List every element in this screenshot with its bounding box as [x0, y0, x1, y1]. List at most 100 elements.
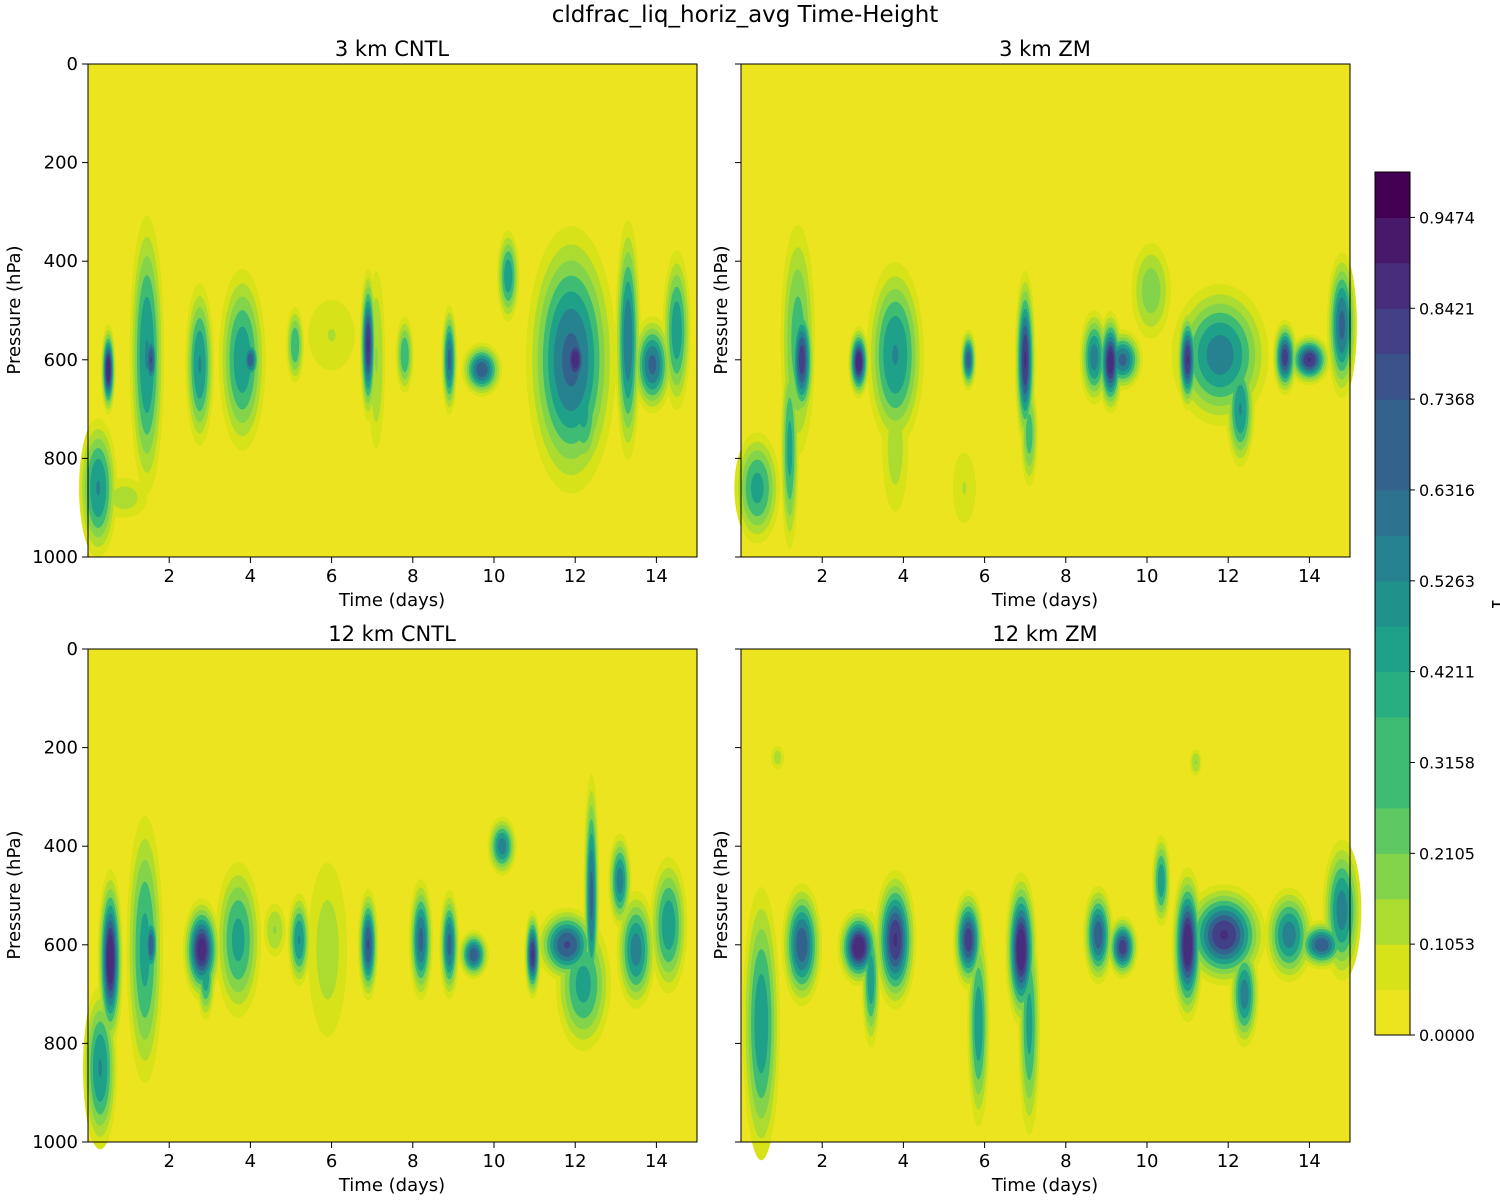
colorbar-segment: [1375, 217, 1410, 264]
cloud-contour: [290, 327, 300, 363]
colorbar-tick-label: 0.2105: [1419, 844, 1475, 863]
plot-frame: [740, 63, 1351, 558]
x-tick-label: 12: [564, 566, 587, 587]
x-tick-label: 2: [816, 566, 827, 587]
field-background: [88, 649, 697, 1142]
cloud-contour: [316, 899, 339, 1000]
panel-3km-cntl: 3 km CNTL 2 4 6 8 10 12 14 0 200 400 600 800 1000 Ti…: [4, 37, 698, 611]
y-tick-label: 0: [67, 54, 78, 75]
cloud-contour: [1240, 979, 1249, 1009]
cloud-contour: [589, 871, 594, 920]
cloud-contour: [867, 954, 875, 1005]
colorbar-segment: [1375, 535, 1410, 582]
cloud-contour: [855, 352, 862, 373]
colorbar-segment: [1375, 807, 1410, 854]
cloud-contour: [139, 912, 150, 987]
y-axis-label: Pressure (hPa): [4, 245, 25, 374]
cloud-contour: [247, 352, 254, 367]
cloud-contour: [1094, 921, 1103, 949]
colorbar-segment: [1375, 444, 1410, 491]
colorbar-segment: [1375, 489, 1410, 536]
cloud-contour: [273, 926, 277, 934]
x-tick-label: 4: [245, 1151, 256, 1172]
x-tick-label: 8: [1060, 566, 1071, 587]
cloud-contour: [233, 326, 251, 393]
cloud-contour: [1025, 413, 1033, 454]
x-tick-label: 8: [1060, 1151, 1071, 1172]
cloud-contour: [148, 934, 154, 956]
cloud-contour: [375, 347, 378, 373]
cloud-contour: [1220, 930, 1229, 940]
x-tick-label: 12: [1217, 566, 1240, 587]
y-tick-label: 1000: [32, 547, 78, 568]
x-tick-label: 14: [645, 1151, 668, 1172]
cloud-contour: [1118, 939, 1127, 955]
panel-title: 3 km ZM: [999, 37, 1091, 61]
cloud-contour: [1194, 760, 1197, 765]
x-tick-label: 4: [898, 1151, 909, 1172]
cloud-contour: [1090, 344, 1099, 371]
colorbar-segment: [1375, 580, 1410, 627]
cloud-contour: [447, 933, 452, 956]
colorbar-tick-label: 0.3158: [1419, 753, 1475, 772]
cloud-contour: [106, 357, 111, 382]
colorbar-segment: [1375, 989, 1410, 1036]
cloud-contour: [1338, 310, 1345, 340]
x-tick-label: 10: [483, 566, 506, 587]
cloud-contour: [1336, 890, 1348, 931]
y-tick-label: 200: [44, 738, 78, 759]
cloud-contour: [367, 939, 370, 951]
x-tick-label: 6: [326, 1151, 337, 1172]
cloud-contour: [966, 351, 971, 369]
cloud-contour: [796, 927, 808, 962]
cloud-contour: [447, 348, 451, 371]
panel-title: 12 km CNTL: [328, 622, 456, 646]
panel-12km-zm: 12 km ZM 2 4 6 8 10 12 14 Time (days) Pressure…: [711, 622, 1362, 1196]
cloud-contour: [964, 928, 973, 952]
cloud-contour: [297, 934, 301, 945]
x-tick-label: 2: [163, 566, 174, 587]
cloud-contour: [616, 867, 624, 894]
colorbar-frame: [1374, 171, 1411, 1036]
cloud-contour: [648, 355, 657, 375]
cloud-contour: [564, 941, 571, 949]
colorbar-segment: [1375, 898, 1410, 945]
cloud-contour: [98, 1059, 103, 1077]
x-tick-label: 6: [979, 566, 990, 587]
cloud-contour: [1107, 350, 1114, 374]
field-background: [741, 64, 1350, 557]
cloud-contour: [111, 486, 138, 510]
colorbar-segment: [1375, 853, 1410, 900]
y-axis-label: Pressure (hPa): [711, 245, 732, 374]
colorbar-tick-label: 0.8421: [1419, 299, 1475, 318]
cloud-contour: [1016, 928, 1026, 971]
cloud-contour: [671, 301, 682, 360]
y-tick-label: 600: [44, 935, 78, 956]
cloud-contour: [1238, 402, 1242, 416]
colorbar-tick-label: 0.0000: [1419, 1026, 1475, 1045]
cloud-contour: [327, 328, 336, 342]
cloud-contour: [1183, 923, 1192, 966]
cloud-contour: [787, 420, 793, 477]
cloud-contour: [962, 481, 967, 495]
cloud-contour: [852, 936, 865, 958]
cloud-contour: [1157, 864, 1165, 898]
cloud-contour: [106, 935, 114, 985]
colorbar-segment: [1375, 262, 1410, 309]
y-tick-label: 400: [44, 251, 78, 272]
cloud-contour: [531, 950, 534, 959]
y-tick-label: 200: [44, 153, 78, 174]
cloud-contour: [750, 472, 764, 504]
colorbar-segment: [1375, 944, 1410, 991]
panel-title: 3 km CNTL: [335, 37, 450, 61]
cloud-contour: [773, 750, 782, 765]
panel-title: 12 km ZM: [992, 622, 1097, 646]
cloud-contour: [476, 362, 488, 378]
cloud-contour: [754, 973, 769, 1074]
cloud-contour: [504, 259, 513, 293]
x-tick-label: 12: [1217, 1151, 1240, 1172]
x-axis-label: Time (days): [338, 1175, 445, 1196]
x-tick-label: 14: [1298, 566, 1321, 587]
cloud-contour: [1206, 335, 1234, 375]
